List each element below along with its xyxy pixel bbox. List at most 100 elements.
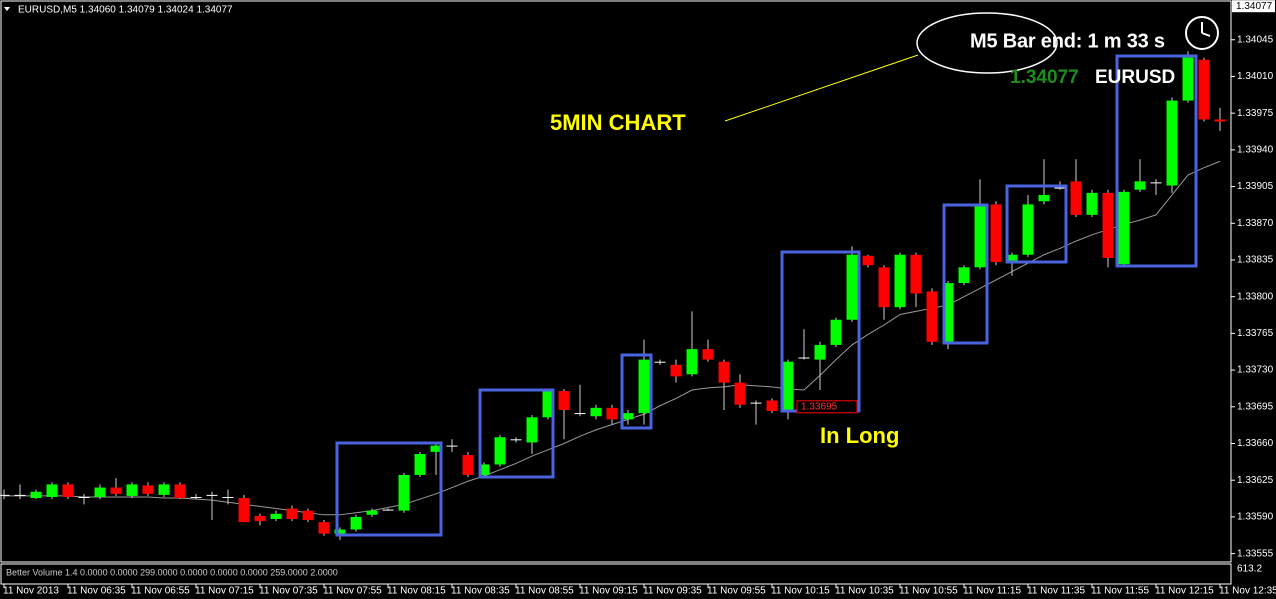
y-tick-label: 1.33870 <box>1237 218 1274 229</box>
x-tick-label: 11 Nov 07:15 <box>195 586 254 597</box>
y-tick-label: 1.33835 <box>1237 255 1274 266</box>
y-tick-label: 1.33800 <box>1237 291 1274 302</box>
annotation: 5MIN CHART <box>550 110 686 135</box>
candle-body <box>766 400 778 411</box>
x-tick-label: 11 Nov 12:15 <box>1155 586 1214 597</box>
candle-body <box>1054 187 1066 189</box>
candle-body <box>990 204 1002 263</box>
candle-body <box>494 437 506 465</box>
x-tick-label: 11 Nov 09:35 <box>643 586 702 597</box>
candle-body <box>734 382 746 405</box>
box <box>942 203 989 345</box>
candle-body <box>574 413 586 415</box>
y-tick-label: 1.33940 <box>1237 145 1274 156</box>
candle-body <box>1150 182 1162 184</box>
candle-body <box>1038 194 1050 202</box>
x-tick-label: 11 Nov 10:55 <box>899 586 958 597</box>
y-tick-label: 1.34010 <box>1237 71 1274 82</box>
y-tick-label: 1.33660 <box>1237 438 1274 449</box>
candle-body <box>142 485 154 494</box>
candle-body <box>1214 119 1226 122</box>
candle-body <box>382 509 394 511</box>
indicator-frame <box>0 563 1232 585</box>
candle-body <box>1166 100 1178 186</box>
candle-body <box>846 254 858 320</box>
candle-body <box>222 496 234 498</box>
x-tick-label: 11 Nov 06:35 <box>67 586 126 597</box>
candle-body <box>46 484 58 497</box>
candle-body <box>318 522 330 534</box>
candle-body <box>398 474 410 511</box>
price-marker-label: 1.33695 <box>801 401 838 412</box>
box <box>335 441 443 537</box>
candle-body <box>462 455 474 475</box>
x-tick-label: 11 Nov 11:15 <box>963 586 1021 597</box>
x-tick-label: 11 Nov 06:55 <box>131 586 190 597</box>
indicator-label: Better Volume 1.4 0.0000 0.0000 299.0000… <box>6 567 338 577</box>
candle-body <box>254 515 266 522</box>
candle-body <box>430 445 442 452</box>
candle-body <box>830 319 842 345</box>
y-tick-label: 1.33555 <box>1237 548 1274 559</box>
x-tick-label: 11 Nov 09:15 <box>579 586 638 597</box>
candle-body <box>334 529 346 534</box>
candle-body <box>1006 254 1018 262</box>
x-tick-label: 11 Nov 08:15 <box>387 586 446 597</box>
y-tick-label: 1.33765 <box>1237 328 1274 339</box>
y-tick-label: 1.33905 <box>1237 181 1274 192</box>
candle-body <box>14 494 26 496</box>
box <box>1005 184 1068 264</box>
y-tick-label: 1.33730 <box>1237 365 1274 376</box>
candle-body <box>542 391 554 418</box>
menu-arrow[interactable] <box>4 7 10 11</box>
x-tick-label: 11 Nov 09:55 <box>707 586 766 597</box>
callout-ellipse <box>916 12 1058 74</box>
candle-body <box>606 407 618 420</box>
candle-body <box>190 496 202 498</box>
price-display: 1.34077 <box>1010 67 1079 88</box>
x-tick-label: 11 Nov 07:55 <box>323 586 382 597</box>
bar-timer: M5 Bar end: 1 m 33 s <box>970 30 1165 52</box>
candle-body <box>750 402 762 404</box>
x-tick-label: 11 Nov 08:55 <box>515 586 574 597</box>
x-tick-label: 11 Nov 08:35 <box>451 586 510 597</box>
candle-body <box>446 445 458 447</box>
x-tick-label: 11 Nov 10:15 <box>771 586 830 597</box>
candle-body <box>654 361 666 363</box>
candle-body <box>206 494 218 496</box>
candle-body <box>78 496 90 498</box>
candle-body <box>94 487 106 497</box>
chart-frame <box>0 0 1232 563</box>
candle-body <box>798 357 810 359</box>
candle-body <box>110 487 122 494</box>
candle-body <box>638 359 650 414</box>
y-tick-label: 1.34045 <box>1237 34 1274 45</box>
candle-body <box>126 484 138 496</box>
y-tick-label: 1.33975 <box>1237 108 1274 119</box>
candle-body <box>718 361 730 383</box>
candle-body <box>350 516 362 530</box>
candle-body <box>670 364 682 377</box>
candle-body <box>1134 181 1146 190</box>
candle-body <box>942 283 954 342</box>
candle-body <box>158 484 170 495</box>
price-marker-box <box>796 400 858 414</box>
candle-body <box>30 491 42 499</box>
clock-icon <box>1185 16 1219 50</box>
candle-body <box>1070 181 1082 215</box>
last-price-box <box>1232 0 1275 13</box>
candle-body <box>0 494 10 496</box>
candle-body <box>238 498 250 523</box>
candle-body <box>926 291 938 342</box>
last-price-label: 1.34077 <box>1236 1 1273 12</box>
indicator-scale: 613.2 <box>1237 564 1262 575</box>
candle-body <box>1102 192 1114 258</box>
candle-body <box>174 484 186 499</box>
candle-body <box>910 254 922 294</box>
x-tick-label: 11 Nov 11:35 <box>1027 586 1085 597</box>
candle-body <box>1182 57 1194 101</box>
callout-line <box>724 54 919 122</box>
candle-body <box>958 267 970 284</box>
candle-body <box>510 439 522 441</box>
